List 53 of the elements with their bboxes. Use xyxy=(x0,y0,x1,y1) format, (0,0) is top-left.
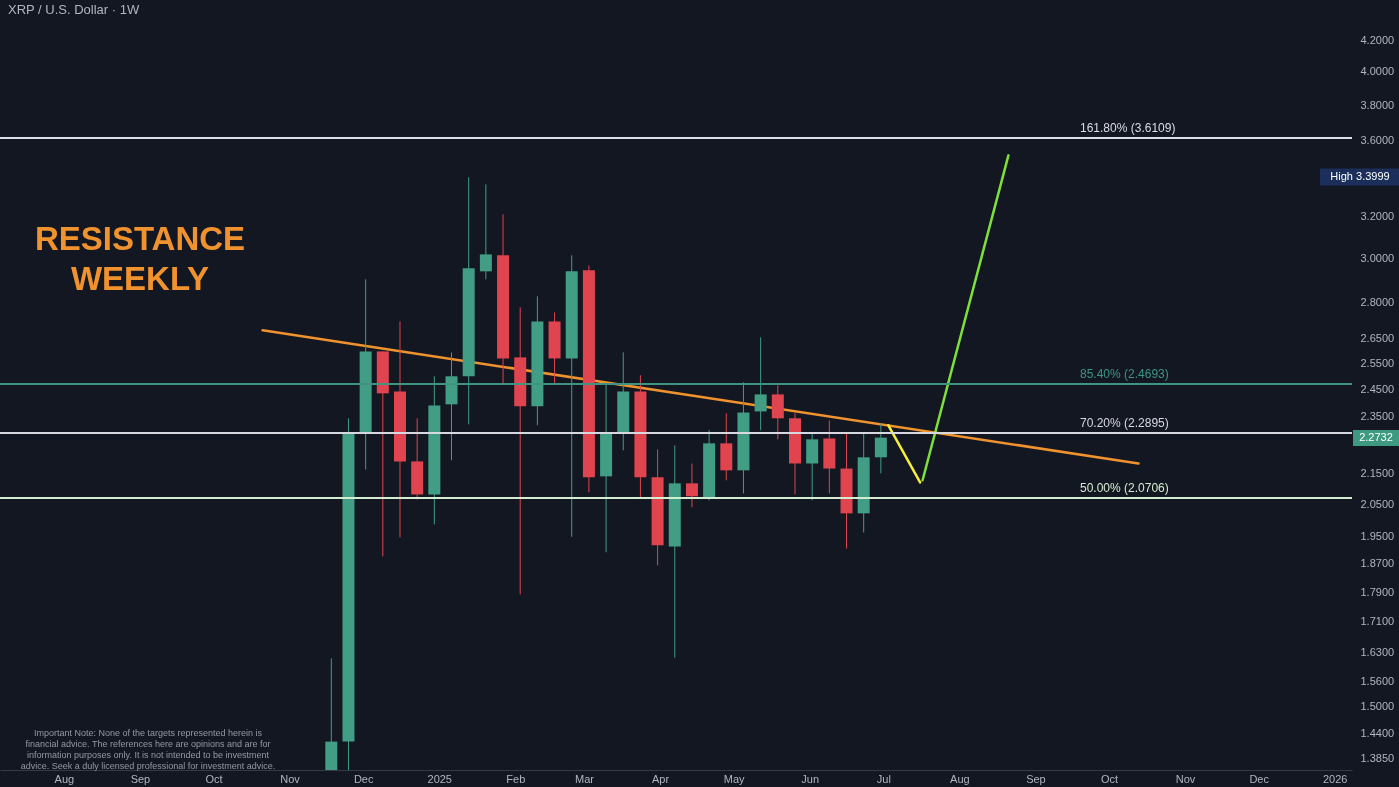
y-tick-label: 2.8000 xyxy=(1360,296,1395,309)
x-tick-label: Nov xyxy=(280,772,301,785)
y-tick-label: 2.4500 xyxy=(1360,382,1395,395)
x-tick-label: Sep xyxy=(1026,772,1046,785)
y-tick-label: 2.6500 xyxy=(1360,331,1395,344)
x-tick-label: May xyxy=(723,772,746,785)
x-tick-label: Aug xyxy=(950,772,970,785)
x-tick-label: Sep xyxy=(130,772,151,785)
ref-line-label: 50.00% (2.0706) xyxy=(1080,480,1169,495)
x-tick-label: Jun xyxy=(801,772,820,785)
x-tick-label: 2026 xyxy=(1322,772,1348,785)
x-tick-label: Oct xyxy=(205,772,223,785)
annotation: RESISTANCE WEEKLY xyxy=(34,220,246,297)
y-tick-label: 1.9500 xyxy=(1360,530,1395,543)
candlestick xyxy=(479,183,492,280)
y-tick-label: 1.8700 xyxy=(1360,557,1395,570)
y-tick-label: 1.6300 xyxy=(1360,646,1395,659)
x-tick-label: Feb xyxy=(506,772,526,785)
y-tick-label: 2.5500 xyxy=(1360,356,1395,369)
x-tick-label: Jul xyxy=(876,772,891,785)
y-tick-label: 3.8000 xyxy=(1360,98,1395,111)
x-tick-label: Dec xyxy=(353,772,374,785)
y-tick-label: 1.4400 xyxy=(1360,726,1395,739)
x-tick-label: Mar xyxy=(575,772,595,785)
y-tick-label: 4.0000 xyxy=(1360,65,1395,78)
y-tick-label: 2.0500 xyxy=(1360,497,1395,510)
y-tick-label: 1.3850 xyxy=(1360,751,1395,764)
candlestick xyxy=(874,422,887,474)
x-tick-label: Dec xyxy=(1249,772,1270,785)
text: 2.2732 xyxy=(1359,431,1393,443)
chart-title: XRP / U.S. Dollar · 1W xyxy=(8,2,140,17)
y-tick-label: 2.1500 xyxy=(1360,467,1395,480)
x-tick-label: 2025 xyxy=(427,772,452,785)
x-tick-label: Aug xyxy=(54,772,75,785)
y-tick-label: 4.2000 xyxy=(1360,33,1395,46)
y-tick-label: 1.7100 xyxy=(1360,615,1395,628)
candlestick xyxy=(685,462,698,508)
x-tick-label: Apr xyxy=(651,772,670,785)
ref-line-label: 70.20% (2.2895) xyxy=(1080,415,1169,430)
y-tick-label: 1.5000 xyxy=(1360,700,1395,713)
y-tick-label: 2.3500 xyxy=(1360,409,1395,422)
annotation: Important Note: None of the targets represented herein is financial advice. The references here are opinions and are for information purposes only. It is not intended to be investment advice. Seek a duly licensed professional for investment advice. xyxy=(20,728,276,771)
y-tick-label: 1.7900 xyxy=(1360,585,1395,598)
y-tick-label: 3.6000 xyxy=(1360,133,1395,146)
x-tick-label: Nov xyxy=(1175,772,1196,785)
y-tick-label: 1.5600 xyxy=(1360,674,1395,687)
y-tick-label: 3.0000 xyxy=(1360,251,1395,264)
candlestick xyxy=(771,384,784,440)
y-tick-label: 3.2000 xyxy=(1360,209,1395,222)
ref-line-label: 85.40% (2.4693) xyxy=(1080,367,1169,382)
ref-line-label: 161.80% (3.6109) xyxy=(1080,121,1176,136)
annotation: High 3.3999 xyxy=(1330,170,1390,182)
x-tick-label: Oct xyxy=(1100,772,1119,785)
